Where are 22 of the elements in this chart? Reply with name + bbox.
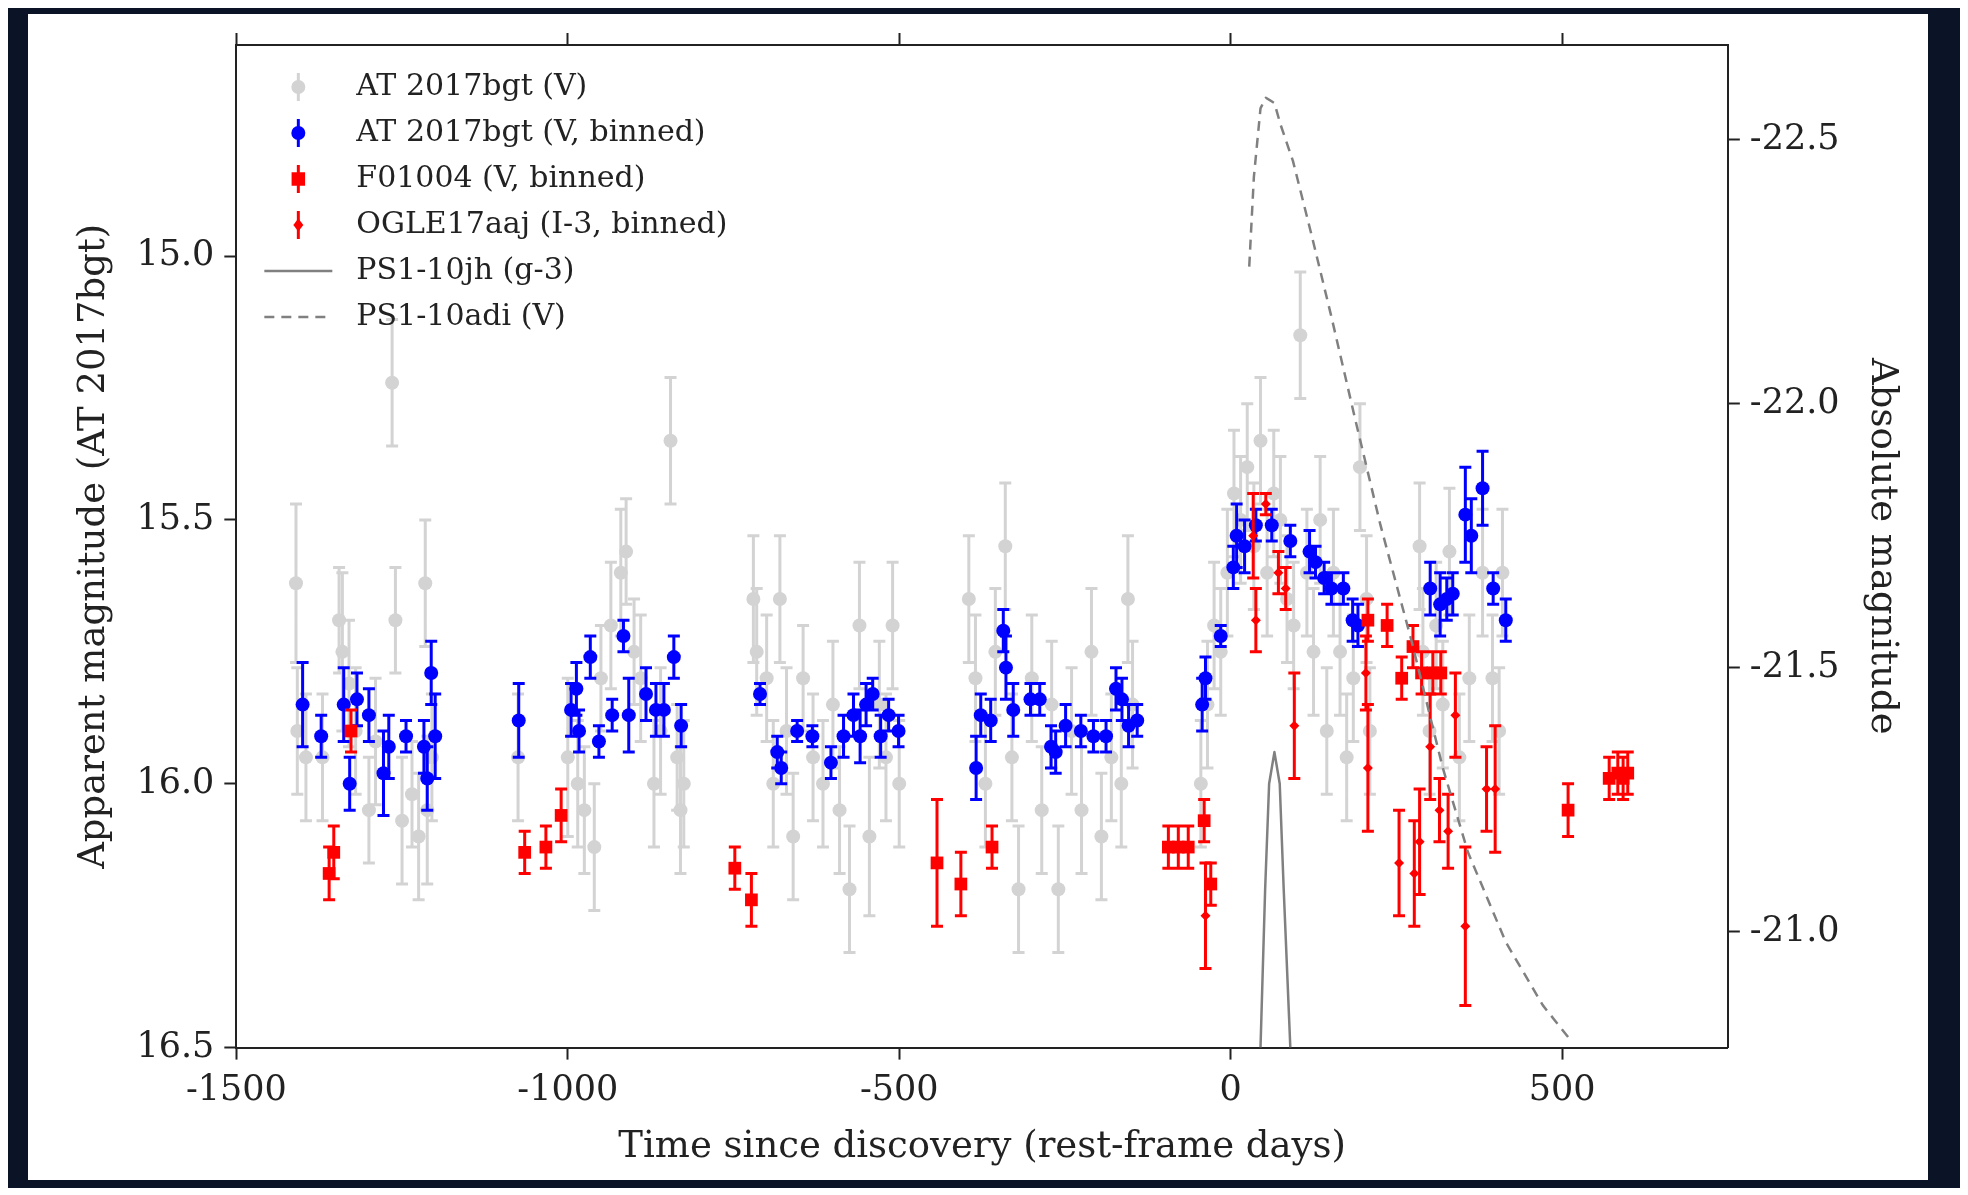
y2-axis-title: Absolute magnitude xyxy=(1863,356,1907,735)
y2-tick-label: -22.5 xyxy=(1749,117,1840,158)
y2-tick-label: -22.0 xyxy=(1749,380,1840,421)
legend-label: PS1-10adi (V) xyxy=(356,296,566,332)
legend-label: F01004 (V, binned) xyxy=(356,158,646,194)
x-tick-label: -1000 xyxy=(517,1067,619,1108)
y-tick-label: 15.5 xyxy=(136,497,215,538)
legend-label: PS1-10jh (g-3) xyxy=(356,250,575,286)
legend-label: OGLE17aaj (I-3, binned) xyxy=(356,204,728,240)
y-axis-title: Apparent magnitude (AT 2017bgt) xyxy=(69,223,113,870)
x-axis-title: Time since discovery (rest-frame days) xyxy=(618,1123,1346,1167)
y-tick-label: 16.5 xyxy=(136,1024,215,1065)
legend-label: AT 2017bgt (V, binned) xyxy=(355,112,706,148)
y2-tick-label: -21.5 xyxy=(1749,644,1840,685)
x-tick-label: -500 xyxy=(859,1067,939,1108)
legend-label: AT 2017bgt (V) xyxy=(355,66,588,102)
y2-tick-label: -21.0 xyxy=(1749,908,1840,949)
x-tick-label: 0 xyxy=(1219,1067,1242,1108)
x-tick-label: 500 xyxy=(1528,1067,1596,1108)
x-tick-label: -1500 xyxy=(185,1067,287,1108)
y-tick-label: 15.0 xyxy=(136,233,215,274)
y-tick-label: 16.0 xyxy=(136,760,215,801)
